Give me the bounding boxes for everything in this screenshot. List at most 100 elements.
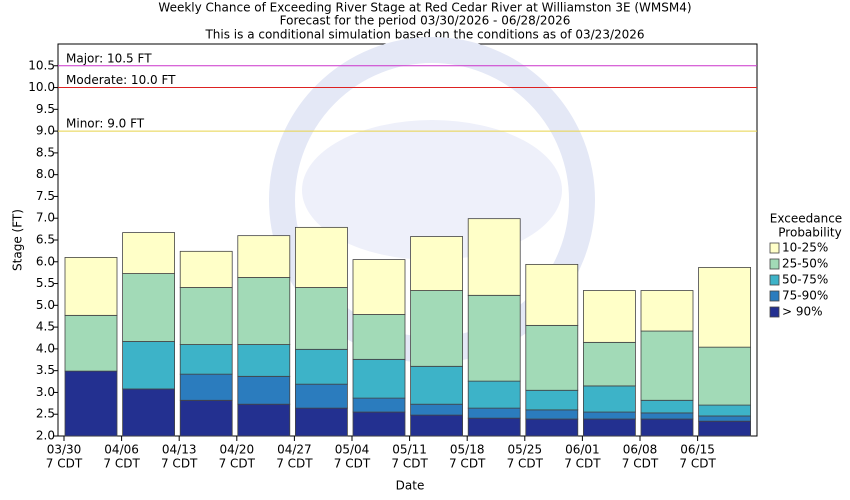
legend-label: 25-50% — [782, 257, 828, 271]
x-tick-sublabel: 7 CDT — [679, 457, 716, 471]
bar-segment — [410, 236, 464, 291]
bar-segment — [237, 277, 291, 345]
bar-segment — [640, 418, 694, 437]
y-tick-label: 4.0 — [36, 341, 55, 355]
bar-segment — [698, 346, 751, 406]
bar-segment — [352, 314, 406, 360]
bar-segment — [467, 218, 521, 296]
bar-segment — [294, 348, 348, 385]
bar-segment — [237, 344, 291, 377]
bar-segment — [525, 263, 579, 326]
bar-segment — [352, 358, 406, 399]
y-tick-label: 9.5 — [36, 102, 55, 116]
bar-segment — [640, 412, 694, 420]
legend-swatch — [769, 258, 780, 270]
bar-segment — [640, 290, 694, 332]
bar-segment — [640, 399, 694, 414]
x-tick-sublabel: 7 CDT — [391, 457, 428, 471]
y-tick-label: 3.5 — [36, 363, 55, 377]
threshold-label: Minor: 9.0 FT — [66, 117, 145, 131]
x-tick-label: 05/11 — [392, 443, 427, 457]
bar-segment — [122, 273, 175, 342]
y-tick-label: 7.0 — [36, 211, 55, 225]
x-tick-sublabel: 7 CDT — [564, 457, 601, 471]
bar-segment — [179, 344, 233, 375]
bar-segment — [583, 290, 636, 343]
legend-swatch — [769, 306, 780, 318]
x-tick-sublabel: 7 CDT — [219, 457, 256, 471]
bar-segment — [410, 403, 464, 416]
bar-segment — [179, 399, 233, 437]
bar-segment — [294, 383, 348, 409]
bar-segment — [467, 407, 521, 419]
chart-subtitle: Forecast for the period 03/30/2026 - 06/… — [280, 14, 571, 28]
bar-segment — [122, 388, 175, 437]
bar-segment — [640, 330, 694, 401]
bar-segment — [352, 411, 406, 437]
bar-segment — [122, 232, 175, 274]
y-tick-label: 3.0 — [36, 385, 55, 399]
x-tick-label: 03/30 — [47, 443, 82, 457]
x-tick-label: 04/13 — [162, 443, 197, 457]
x-tick-sublabel: 7 CDT — [622, 457, 659, 471]
bar-segment — [698, 267, 751, 348]
bar-segment — [179, 250, 233, 288]
bar-segment — [64, 370, 118, 437]
x-tick-label: 04/27 — [277, 443, 312, 457]
bar-segment — [583, 341, 636, 387]
bar-segment — [525, 409, 579, 420]
bar-segment — [237, 403, 291, 437]
x-tick-label: 06/01 — [565, 443, 600, 457]
bar-segment — [64, 257, 118, 316]
bar-segment — [525, 324, 579, 391]
y-axis-label: Stage (FT) — [11, 209, 25, 271]
y-tick-label: 4.5 — [36, 320, 55, 334]
bar-segment — [352, 397, 406, 413]
bar-segment — [467, 380, 521, 409]
bar-segment — [294, 226, 348, 288]
x-tick-label: 06/15 — [680, 443, 715, 457]
legend-swatch — [769, 290, 780, 302]
y-tick-label: 5.5 — [36, 276, 55, 290]
x-tick-sublabel: 7 CDT — [507, 457, 544, 471]
bar-segment — [179, 373, 233, 401]
legend-label: 75-90% — [782, 289, 828, 303]
bar-segment — [64, 314, 118, 372]
x-tick-sublabel: 7 CDT — [276, 457, 313, 471]
legend-swatch — [769, 242, 780, 254]
y-tick-label: 8.0 — [36, 167, 55, 181]
y-tick-label: 5.0 — [36, 298, 55, 312]
bar-segment — [294, 407, 348, 437]
x-tick-sublabel: 7 CDT — [161, 457, 198, 471]
x-axis-label: Date — [396, 479, 425, 493]
y-tick-label: 2.5 — [36, 407, 55, 421]
x-tick-label: 04/20 — [220, 443, 255, 457]
chart-title: Weekly Chance of Exceeding River Stage a… — [158, 1, 691, 15]
bar-segment — [237, 375, 291, 405]
legend-title: Exceedance — [770, 212, 842, 226]
bar-segment — [122, 341, 175, 390]
x-tick-sublabel: 7 CDT — [449, 457, 486, 471]
x-tick-label: 05/25 — [508, 443, 543, 457]
bar-segment — [525, 389, 579, 411]
bar-segment — [410, 290, 464, 367]
bar-segment — [583, 418, 636, 437]
x-tick-label: 05/04 — [335, 443, 370, 457]
y-tick-label: 8.5 — [36, 145, 55, 159]
bar-segment — [352, 259, 406, 315]
threshold-label: Major: 10.5 FT — [66, 51, 152, 65]
bar-segment — [467, 417, 521, 437]
y-tick-label: 10.0 — [28, 80, 55, 94]
legend-label: > 90% — [782, 305, 823, 319]
y-tick-label: 6.0 — [36, 254, 55, 268]
bar-segment — [179, 287, 233, 345]
legend-label: 10-25% — [782, 241, 828, 255]
x-tick-label: 06/08 — [623, 443, 658, 457]
y-tick-label: 10.5 — [28, 58, 55, 72]
legend-title: Probability — [778, 226, 841, 240]
bar-segment — [410, 414, 464, 437]
bar-segment — [698, 415, 751, 422]
bar-segment — [583, 411, 636, 420]
x-tick-sublabel: 7 CDT — [103, 457, 140, 471]
